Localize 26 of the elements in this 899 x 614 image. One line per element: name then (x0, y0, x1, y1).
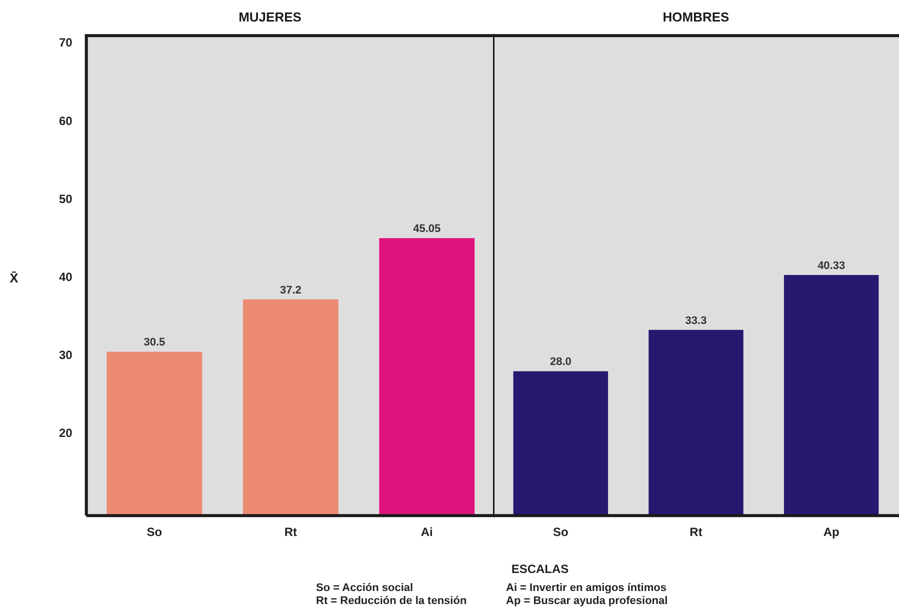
text: So = Acción social (316, 582, 414, 595)
x-tick-label: Ai (420, 525, 433, 540)
text: Ai = Invertir en amigos íntimos (506, 582, 668, 595)
x-tick-label: Rt (284, 525, 298, 540)
y-tick-label: 70 (58, 36, 73, 50)
x-tick-label: Ap (823, 525, 840, 540)
data-label: 40.33 (818, 260, 846, 272)
x-tick-label: Rt (690, 525, 702, 540)
y-tick-label: 30 (58, 348, 73, 362)
data-label: 33.3 (685, 314, 707, 327)
x-tick-label: So (552, 525, 568, 540)
data-label: 45.05 (413, 223, 441, 236)
data-label: 28.0 (550, 356, 572, 368)
y-axis-title: X̄ (10, 270, 19, 286)
data-label: 37.2 (280, 284, 302, 296)
chart-title: MUJERES (238, 9, 302, 24)
y-tick-label: 50 (58, 192, 73, 206)
chart-title: HOMBRES (662, 9, 730, 24)
y-tick-label: 40 (58, 270, 73, 284)
text: ESCALAS (510, 562, 570, 576)
y-tick-label: 20 (58, 426, 73, 440)
x-tick-label: So (146, 525, 162, 540)
text: Rt = Reducción de la tensión (316, 595, 468, 608)
data-label: 30.5 (144, 336, 166, 349)
y-tick-label: 60 (58, 114, 73, 128)
text: Ap = Buscar ayuda profesional (506, 595, 669, 608)
